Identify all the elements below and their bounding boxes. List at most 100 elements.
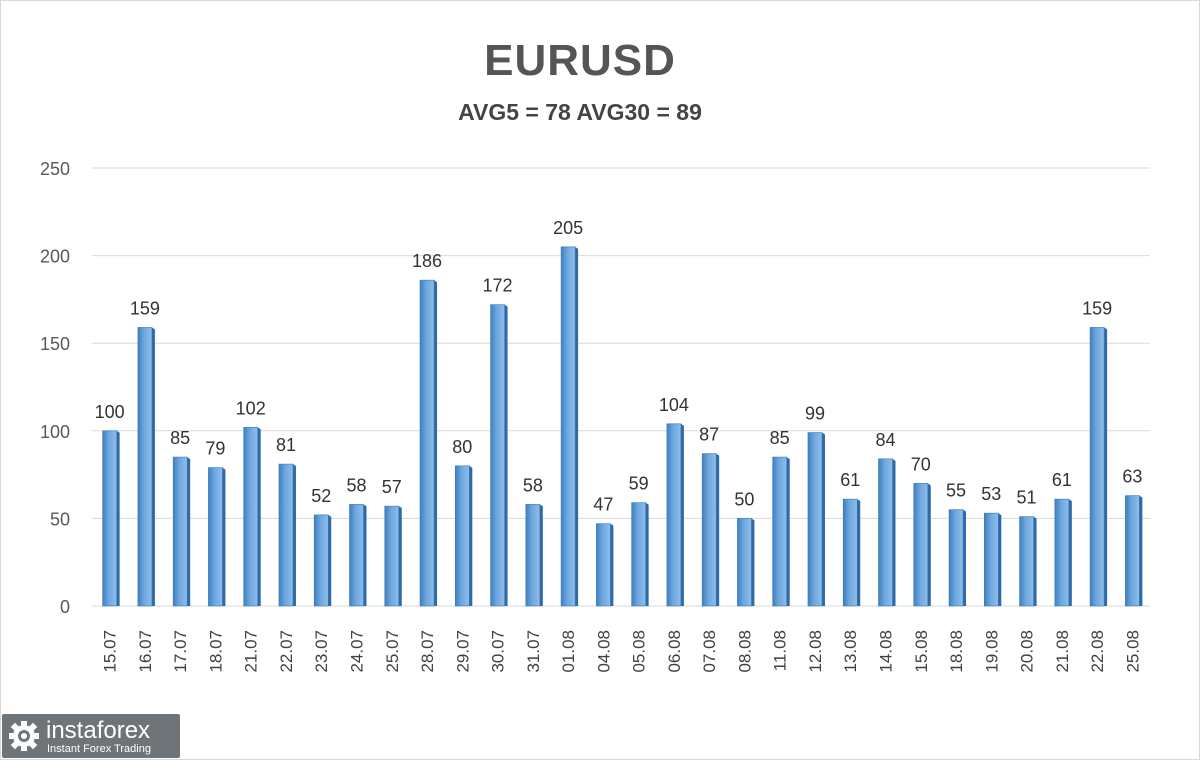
data-label: 58 (346, 475, 366, 495)
y-tick-label: 50 (50, 509, 70, 529)
data-label: 80 (452, 437, 472, 457)
x-tick-label: 31.07 (524, 630, 543, 673)
bar-side (187, 457, 191, 606)
bar-side (539, 504, 543, 606)
data-label: 99 (805, 404, 825, 424)
data-label: 58 (523, 475, 543, 495)
bar-side (1139, 495, 1143, 606)
x-tick-label: 28.07 (418, 630, 437, 673)
data-label: 70 (911, 454, 931, 474)
data-label: 205 (553, 218, 583, 238)
data-label: 61 (1052, 470, 1072, 490)
bar-side (610, 523, 614, 606)
bar (701, 453, 717, 607)
bar-side (786, 457, 790, 606)
grid-lines (92, 167, 1150, 607)
x-tick-label: 01.08 (559, 630, 578, 673)
bar (948, 509, 964, 607)
data-label: 47 (593, 495, 613, 515)
data-label: 52 (311, 486, 331, 506)
data-label: 81 (276, 435, 296, 455)
x-tick-label: 20.08 (1018, 630, 1037, 673)
y-tick-label: 200 (40, 247, 70, 267)
bar-side (434, 280, 438, 606)
x-tick-label: 15.08 (912, 630, 931, 673)
x-tick-label: 21.08 (1053, 630, 1072, 673)
data-label: 85 (770, 428, 790, 448)
x-tick-label: 07.08 (700, 630, 719, 673)
chart-subtitle: AVG5 = 78 AVG30 = 89 (458, 99, 702, 125)
bar (807, 432, 823, 607)
x-tick-label: 18.08 (947, 630, 966, 673)
x-tick-label: 13.08 (841, 630, 860, 673)
bar (737, 518, 752, 607)
x-tick-label: 17.07 (171, 630, 190, 673)
data-label: 87 (699, 425, 719, 445)
y-tick-label: 250 (40, 159, 70, 179)
bar (490, 304, 505, 607)
x-tick-label: 22.07 (277, 630, 296, 673)
bar-side (963, 509, 967, 606)
bar (525, 504, 541, 607)
bar-side (116, 430, 120, 606)
data-label: 55 (946, 481, 966, 501)
x-tick-label: 25.08 (1123, 630, 1142, 673)
bar-side (222, 467, 226, 606)
data-label: 104 (659, 395, 689, 415)
bar-side (927, 483, 931, 606)
bar (631, 502, 646, 607)
bar (313, 514, 329, 607)
bar (384, 505, 400, 607)
x-tick-label: 11.08 (771, 630, 790, 671)
data-label: 100 (95, 402, 125, 422)
bar (666, 423, 682, 607)
data-labels: 100 159 85 79 102 81 52 58 57 186 80 172 58 205 47 59 10… (95, 218, 1143, 515)
bar-side (892, 458, 896, 606)
data-label: 186 (412, 251, 442, 271)
bar-side (469, 465, 473, 606)
brand-tagline: Instant Forex Trading (47, 743, 151, 755)
bar-side (151, 327, 155, 606)
x-tick-label: 15.07 (101, 630, 120, 673)
bar (772, 456, 788, 607)
data-label: 102 (236, 398, 266, 418)
data-label: 53 (981, 484, 1001, 504)
x-tick-label: 16.07 (136, 630, 155, 673)
bar (842, 498, 858, 607)
bar-side (398, 506, 402, 606)
x-tick-label: 23.07 (312, 630, 331, 673)
x-tick-label: 30.07 (489, 630, 508, 673)
data-label: 61 (840, 470, 860, 490)
x-tick-label: 22.08 (1088, 630, 1107, 673)
bar (596, 523, 611, 607)
data-label: 59 (629, 474, 649, 494)
bar-side (857, 499, 861, 606)
bar-side (328, 514, 332, 606)
bar (1054, 498, 1070, 607)
bar-side (998, 513, 1002, 606)
instaforex-logo: instaforex Instant Forex Trading (2, 714, 180, 758)
x-tick-label: 19.08 (982, 630, 1001, 673)
bar (560, 246, 576, 607)
bar-side (575, 246, 579, 606)
bar-side (1033, 516, 1037, 606)
bar (172, 456, 188, 607)
bar (1019, 516, 1034, 607)
data-label: 172 (483, 276, 513, 296)
data-label: 84 (875, 430, 895, 450)
brand-name: instaforex (46, 717, 151, 744)
y-axis-ticks: 0 50 100 150 200 250 (40, 159, 70, 617)
bar (349, 504, 364, 607)
data-label: 63 (1122, 467, 1142, 487)
bar-side (504, 304, 508, 606)
bar-side (716, 453, 720, 606)
gear-icon (9, 721, 39, 751)
x-tick-label: 29.07 (453, 630, 472, 673)
y-tick-label: 0 (60, 597, 70, 617)
data-label: 159 (130, 298, 160, 318)
bar-side (257, 427, 261, 606)
bar (278, 463, 294, 607)
x-tick-label: 14.08 (877, 630, 896, 673)
bar-side (363, 504, 367, 606)
